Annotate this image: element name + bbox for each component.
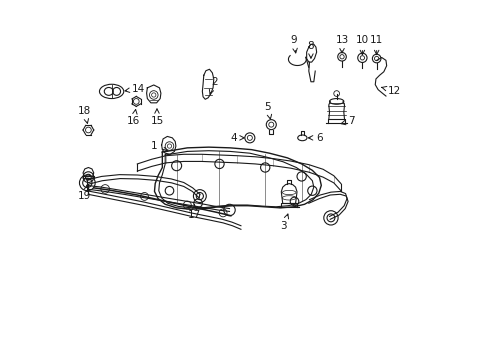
Text: 14: 14: [125, 84, 145, 94]
Text: 13: 13: [335, 35, 348, 53]
Text: 16: 16: [127, 109, 140, 126]
Text: 8: 8: [307, 41, 314, 58]
Text: 1: 1: [150, 141, 167, 152]
Text: 2: 2: [209, 77, 217, 94]
Text: 18: 18: [78, 107, 91, 123]
Text: 3: 3: [280, 214, 288, 231]
Text: 7: 7: [341, 116, 354, 126]
Text: 9: 9: [290, 35, 297, 53]
Text: 11: 11: [369, 35, 383, 55]
Text: 6: 6: [308, 133, 322, 143]
Text: 17: 17: [187, 205, 201, 220]
Text: 5: 5: [264, 102, 271, 119]
Text: 10: 10: [355, 35, 368, 55]
Text: 19: 19: [78, 185, 91, 202]
Text: 4: 4: [230, 133, 244, 143]
Text: 12: 12: [381, 86, 400, 96]
Text: 15: 15: [150, 109, 163, 126]
